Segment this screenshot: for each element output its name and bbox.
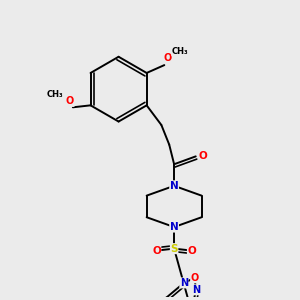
Text: N: N [180,278,188,288]
Text: O: O [188,246,196,256]
Text: S: S [170,244,178,254]
Text: CH₃: CH₃ [47,90,64,99]
Text: N: N [170,222,178,232]
Text: N: N [170,181,178,191]
Text: N: N [192,285,200,295]
Text: O: O [190,273,199,283]
Text: O: O [198,152,207,161]
Text: O: O [152,246,161,256]
Text: CH₃: CH₃ [172,47,188,56]
Text: O: O [66,96,74,106]
Text: O: O [163,53,171,63]
